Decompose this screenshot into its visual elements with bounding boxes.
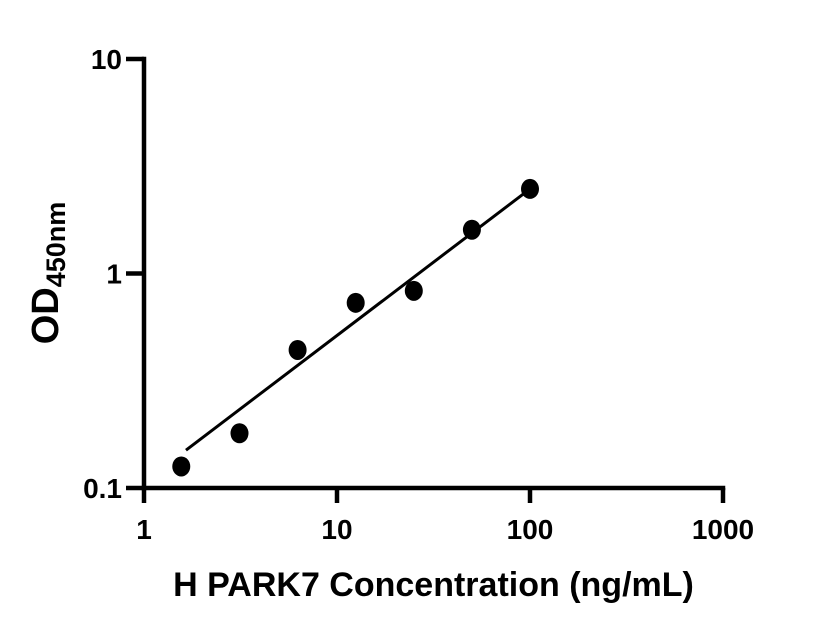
x-axis-tick-label: 100 xyxy=(507,514,554,545)
y-axis-tick-label: 0.1 xyxy=(83,473,122,504)
y-axis-label: OD450nm xyxy=(25,202,71,345)
y-axis-label-main: OD xyxy=(25,287,67,344)
data-point xyxy=(230,423,249,444)
x-axis-label: H PARK7 Concentration (ng/mL) xyxy=(173,566,694,604)
y-axis-tick-label: 10 xyxy=(91,44,122,75)
x-axis-tick-label: 10 xyxy=(321,514,352,545)
y-axis-tick-label: 1 xyxy=(106,259,122,290)
x-axis-tick-label: 1000 xyxy=(692,514,754,545)
data-point xyxy=(404,280,423,301)
data-point xyxy=(172,456,191,477)
data-point xyxy=(521,178,539,199)
data-point xyxy=(462,219,481,240)
x-axis-tick-label: 1 xyxy=(136,514,152,545)
y-axis-label-subscript: 450nm xyxy=(41,202,71,288)
data-point xyxy=(346,292,365,313)
data-point xyxy=(288,339,307,360)
